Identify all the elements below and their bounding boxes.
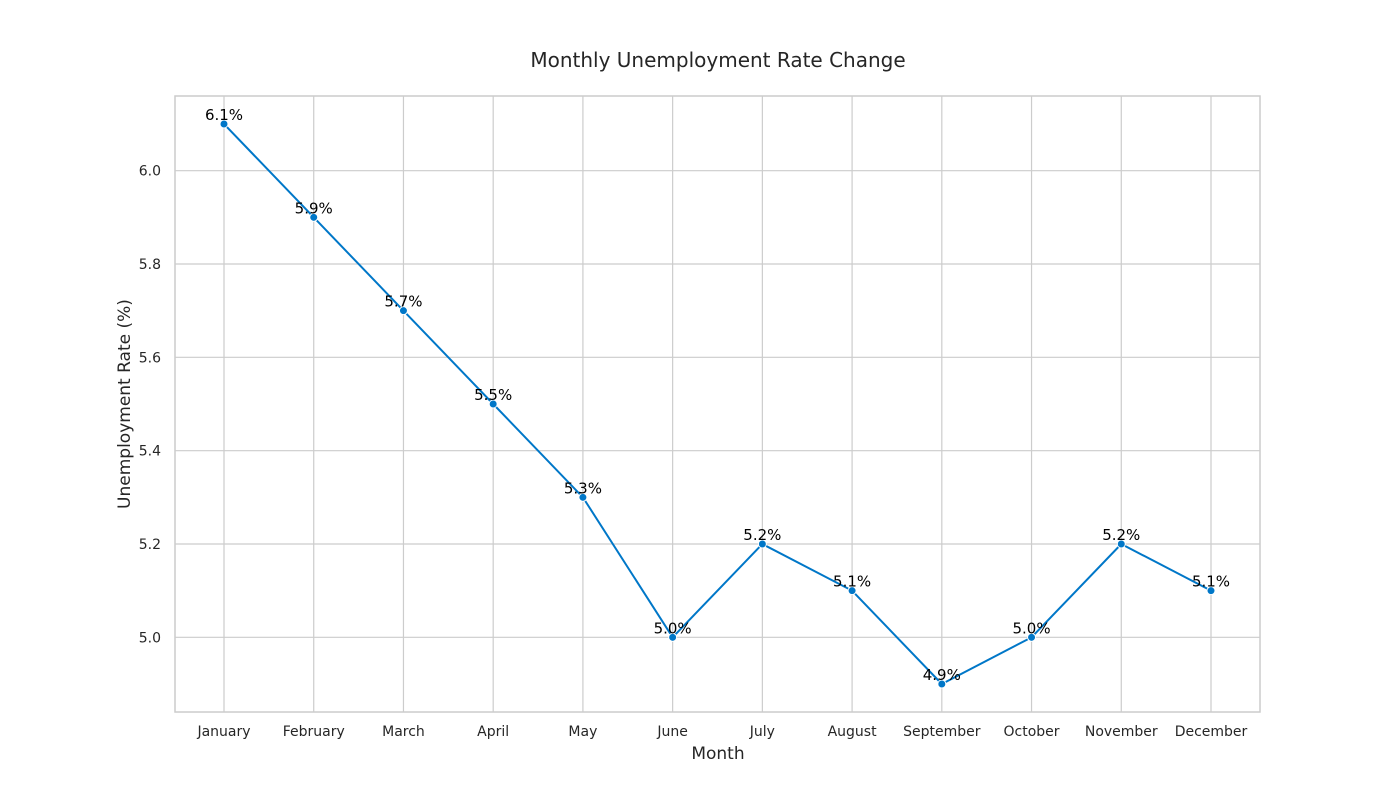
data-point	[488, 399, 498, 409]
y-tick-label: 5.8	[139, 257, 161, 273]
y-gridlines	[175, 170, 1260, 638]
data-label: 5.0%	[1012, 619, 1050, 637]
x-tick-label: February	[283, 724, 345, 740]
data-point	[398, 306, 408, 316]
data-label: 4.9%	[923, 666, 961, 684]
data-point	[668, 632, 678, 642]
data-labels: 6.1% 5.9% 5.7% 5.5% 5.3% 5.0% 5.2% 5.1% 4.9% 5.0%…	[205, 106, 1230, 684]
x-tick-label: November	[1085, 724, 1158, 740]
data-label: 5.9%	[295, 199, 333, 217]
data-label: 5.7%	[384, 293, 422, 311]
data-point	[757, 539, 767, 549]
plot-area-frame	[174, 95, 1261, 713]
x-tick-label: May	[568, 724, 597, 740]
data-label: 6.1%	[205, 106, 243, 124]
x-tick-label: October	[1004, 724, 1060, 740]
data-label: 5.2%	[1102, 526, 1140, 544]
x-tick-label: July	[749, 724, 775, 740]
y-axis-tick-labels: 5.0 5.2 5.4 5.6 5.8 6.0	[139, 164, 161, 647]
x-axis-label: Month	[691, 744, 744, 764]
x-tick-label: January	[196, 724, 250, 740]
data-label: 5.3%	[564, 479, 602, 497]
x-tick-label: March	[382, 724, 425, 740]
x-tick-label: April	[477, 724, 509, 740]
data-point	[1027, 632, 1037, 642]
y-tick-label: 5.0	[139, 630, 161, 646]
y-tick-label: 5.6	[139, 350, 161, 366]
data-point	[1116, 539, 1126, 549]
data-label: 5.0%	[654, 619, 692, 637]
data-label: 5.1%	[833, 573, 871, 591]
data-label: 5.5%	[474, 386, 512, 404]
data-point	[937, 679, 947, 689]
data-label: 5.1%	[1192, 573, 1230, 591]
data-point	[1206, 586, 1216, 596]
data-point	[309, 212, 319, 222]
data-label: 5.2%	[743, 526, 781, 544]
x-tick-label: September	[903, 724, 981, 740]
y-tick-label: 5.2	[139, 537, 161, 553]
y-axis-label: Unemployment Rate (%)	[115, 299, 135, 509]
chart-title: Monthly Unemployment Rate Change	[530, 48, 905, 72]
data-point-markers	[219, 119, 1216, 689]
x-tick-label: June	[656, 724, 688, 740]
x-axis-tick-labels: January February March April May June July Augu…	[196, 724, 1247, 740]
y-tick-label: 5.4	[139, 444, 161, 460]
y-tick-label: 6.0	[139, 164, 161, 180]
x-tick-label: August	[828, 724, 878, 740]
data-point	[219, 119, 229, 129]
x-tick-label: December	[1175, 724, 1248, 740]
x-gridlines	[223, 96, 1212, 712]
data-point	[847, 586, 857, 596]
data-point	[578, 492, 588, 502]
unemployment-rate-line	[223, 123, 1212, 686]
